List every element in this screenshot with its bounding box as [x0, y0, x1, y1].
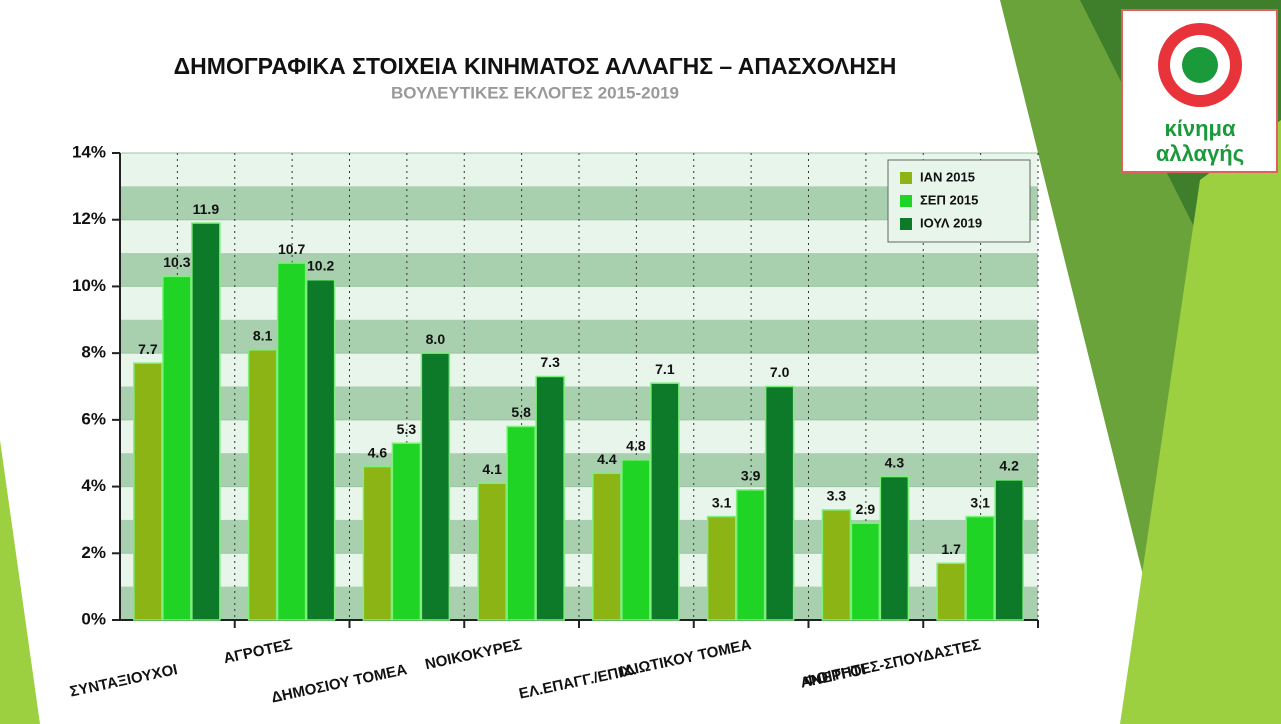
data-label: 4.1 — [482, 461, 502, 477]
bar — [162, 275, 192, 621]
legend-swatch — [900, 172, 912, 184]
data-label: 11.9 — [193, 201, 220, 217]
data-label: 1.7 — [941, 541, 961, 557]
y-tick-label: 0% — [81, 609, 106, 628]
band — [120, 253, 1038, 287]
data-label: 10.3 — [163, 254, 190, 270]
data-label: 10.7 — [278, 241, 305, 257]
legend-swatch — [900, 218, 912, 230]
data-label: 4.2 — [999, 458, 1019, 474]
data-label: 7.3 — [540, 354, 560, 370]
bar — [650, 382, 680, 621]
data-label: 5.8 — [511, 404, 531, 420]
legend-swatch — [900, 195, 912, 207]
logo-text: αλλαγής — [1156, 141, 1244, 166]
data-label: 7.1 — [655, 361, 675, 377]
bar — [621, 459, 651, 621]
y-tick-label: 10% — [72, 276, 106, 295]
legend-label: ΙΟΥΛ 2019 — [920, 215, 982, 230]
bar — [994, 479, 1024, 621]
bar — [133, 362, 163, 621]
data-label: 4.4 — [597, 451, 617, 467]
bar — [535, 375, 565, 621]
y-tick-label: 14% — [72, 142, 106, 161]
bar — [821, 509, 852, 621]
legend-label: ΣΕΠ 2015 — [920, 192, 978, 207]
chart-title: ΔΗΜΟΓΡΑΦΙΚΑ ΣΤΟΙΧΕΙΑ ΚΙΝΗΜΑΤΟΣ ΑΛΛΑΓΗΣ –… — [174, 53, 897, 79]
logo-text: κίνημα — [1164, 116, 1236, 141]
data-label: 2.9 — [856, 501, 876, 517]
decor — [1120, 120, 1281, 724]
bar — [276, 262, 307, 621]
bar — [850, 522, 881, 621]
decor — [0, 440, 40, 724]
data-label: 3.3 — [827, 488, 847, 504]
bar — [735, 489, 766, 621]
data-label: 8.0 — [426, 331, 446, 347]
bar — [362, 465, 393, 621]
bar — [191, 222, 221, 621]
chart-subtitle: ΒΟΥΛΕΥΤΙΚΕΣ ΕΚΛΟΓΕΣ 2015-2019 — [391, 83, 679, 102]
y-tick-label: 6% — [81, 409, 106, 428]
y-tick-label: 12% — [72, 209, 106, 228]
y-tick-label: 4% — [81, 476, 106, 495]
bar — [477, 482, 507, 621]
data-label: 10.2 — [307, 257, 334, 273]
bar — [506, 425, 536, 621]
logo-dot — [1182, 47, 1218, 83]
data-label: 3.1 — [712, 494, 732, 510]
band — [120, 319, 1038, 354]
data-label: 3.9 — [741, 468, 761, 484]
y-tick-label: 2% — [81, 543, 106, 562]
data-label: 7.0 — [770, 364, 790, 380]
data-label: 4.6 — [368, 444, 388, 460]
bar — [936, 562, 966, 621]
data-label: 4.3 — [885, 454, 905, 470]
bar — [305, 279, 336, 621]
data-label: 8.1 — [253, 328, 273, 344]
legend-label: ΙΑΝ 2015 — [920, 169, 975, 184]
data-label: 3.1 — [970, 494, 990, 510]
bar — [764, 385, 795, 621]
bar — [965, 515, 995, 621]
data-label: 5.3 — [397, 421, 417, 437]
bar — [879, 475, 910, 621]
bar — [592, 472, 622, 621]
data-label: 7.7 — [138, 341, 158, 357]
bar — [706, 515, 737, 621]
data-label: 4.8 — [626, 438, 646, 454]
bar — [420, 352, 451, 621]
y-tick-label: 8% — [81, 343, 106, 362]
bar — [247, 349, 278, 621]
bar — [391, 442, 422, 621]
